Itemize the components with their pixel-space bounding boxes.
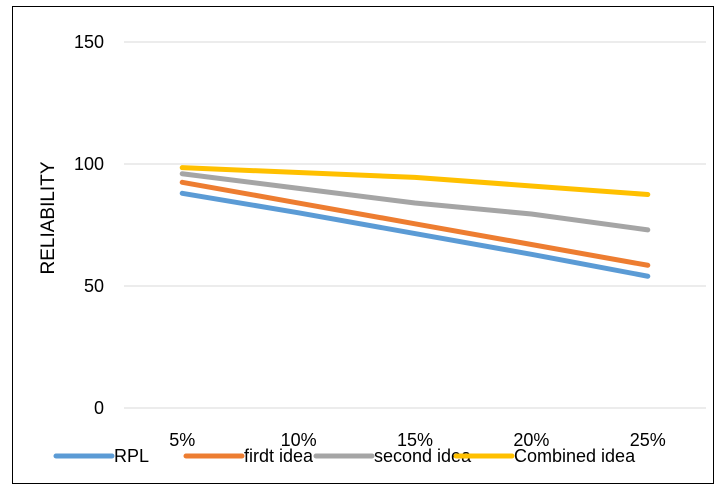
y-tick-label: 50 [84, 276, 104, 296]
chart-frame [12, 6, 714, 484]
legend-label-1: firdt idea [244, 446, 314, 466]
legend-label-0: RPL [114, 446, 149, 466]
legend: RPL firdt idea second idea Combined idea [53, 446, 636, 466]
series-lines [179, 165, 651, 279]
x-tick-label: 25% [630, 430, 666, 450]
y-axis-label: RELIABILITY [38, 161, 59, 274]
legend-label-2: second idea [374, 446, 472, 466]
y-tick-label: 0 [94, 398, 104, 418]
y-tick-labels: 0 50 100 150 [74, 32, 104, 418]
x-tick-label: 10% [281, 430, 317, 450]
series-line-3 [179, 165, 651, 197]
series-line-0 [179, 190, 651, 279]
x-tick-labels: 5% 10% 15% 20% 25% [169, 430, 666, 450]
y-tick-label: 100 [74, 154, 104, 174]
x-tick-label: 15% [397, 430, 433, 450]
series-line-2 [179, 171, 651, 233]
series-line-1 [179, 179, 651, 268]
x-tick-label: 5% [169, 430, 195, 450]
x-tick-label: 20% [513, 430, 549, 450]
y-tick-label: 150 [74, 32, 104, 52]
legend-label-3: Combined idea [514, 446, 636, 466]
grid-lines [124, 41, 706, 409]
